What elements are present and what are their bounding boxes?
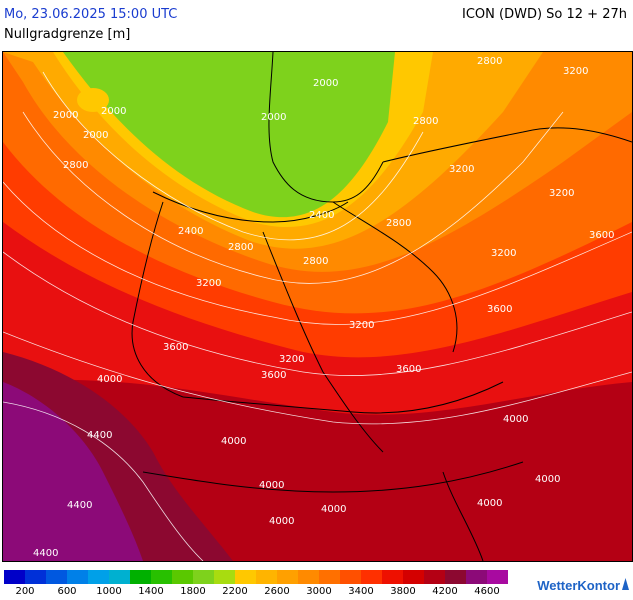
contour-label: 4400 — [67, 500, 92, 511]
scale-tick-label: 200 — [15, 586, 35, 597]
contour-label: 4000 — [97, 374, 122, 385]
scale-tick-label: 2600 — [264, 586, 290, 597]
contour-label: 3600 — [261, 370, 286, 381]
contour-label: 4000 — [503, 414, 528, 425]
contour-label: 2000 — [101, 106, 126, 117]
scale-swatch — [67, 570, 88, 584]
contour-label: 2400 — [178, 226, 203, 237]
scale-swatch — [298, 570, 319, 584]
map-canvas: 2000 2000 2000 2000 2000 2400 2400 2800 … — [3, 52, 632, 561]
model-run-label: ICON (DWD) So 12 + 27h — [462, 7, 627, 22]
contour-label: 2800 — [303, 256, 328, 267]
contour-label: 2000 — [53, 110, 78, 121]
contour-label: 2800 — [228, 242, 253, 253]
color-scale — [4, 570, 508, 584]
scale-swatch — [46, 570, 67, 584]
scale-swatch — [4, 570, 25, 584]
contour-label: 2000 — [83, 130, 108, 141]
contour-label: 2800 — [413, 116, 438, 127]
contour-label: 3600 — [396, 364, 421, 375]
scale-tick-label: 1400 — [138, 586, 164, 597]
scale-swatch — [235, 570, 256, 584]
contour-label: 3200 — [449, 164, 474, 175]
contour-label: 3600 — [589, 230, 614, 241]
contour-label: 4000 — [321, 504, 346, 515]
contour-label: 4400 — [33, 548, 58, 559]
scale-tick-label: 600 — [57, 586, 77, 597]
contour-label: 3200 — [196, 278, 221, 289]
scale-tick-label: 4200 — [432, 586, 458, 597]
scale-tick-label: 1000 — [96, 586, 122, 597]
scale-tick-label: 4600 — [474, 586, 500, 597]
contour-label: 4000 — [477, 498, 502, 509]
scale-tick-label: 3400 — [348, 586, 374, 597]
contour-label: 3200 — [549, 188, 574, 199]
brand-icon — [622, 578, 629, 590]
scale-swatch — [403, 570, 424, 584]
scale-tick-label: 1800 — [180, 586, 206, 597]
contour-label: 4000 — [269, 516, 294, 527]
scale-tick-label: 3800 — [390, 586, 416, 597]
contour-label: 3200 — [491, 248, 516, 259]
scale-swatch — [424, 570, 445, 584]
scale-swatch — [277, 570, 298, 584]
scale-swatch — [151, 570, 172, 584]
contour-label: 3600 — [163, 342, 188, 353]
color-scale-ticks: 200 600 1000 1400 1800 2200 2600 3000 3400 3800 42… — [0, 586, 633, 600]
contour-label: 2000 — [261, 112, 286, 123]
scale-swatch — [361, 570, 382, 584]
region-green — [63, 52, 395, 218]
scale-tick-label: 2200 — [222, 586, 248, 597]
contour-label: 3600 — [487, 304, 512, 315]
contour-label: 2800 — [63, 160, 88, 171]
scale-swatch — [109, 570, 130, 584]
scale-swatch — [193, 570, 214, 584]
scale-swatch — [382, 570, 403, 584]
brand-logo: WetterKontor — [537, 578, 629, 593]
scale-swatch — [25, 570, 46, 584]
forecast-datetime: Mo, 23.06.2025 15:00 UTC — [4, 7, 178, 22]
scale-swatch — [466, 570, 487, 584]
contour-label: 3200 — [349, 320, 374, 331]
contour-label: 2400 — [309, 210, 334, 221]
contour-label: 4000 — [535, 474, 560, 485]
scale-swatch — [445, 570, 466, 584]
freezing-level-map: 2000 2000 2000 2000 2000 2400 2400 2800 … — [2, 51, 633, 562]
scale-swatch — [256, 570, 277, 584]
region-yellow-patch — [77, 88, 109, 112]
contour-label: 2000 — [313, 78, 338, 89]
scale-swatch — [172, 570, 193, 584]
contour-label: 2800 — [477, 56, 502, 67]
contour-lines — [3, 71, 632, 561]
contour-label: 3200 — [279, 354, 304, 365]
scale-swatch — [340, 570, 361, 584]
contour-label: 4000 — [221, 436, 246, 447]
contour-label: 2800 — [386, 218, 411, 229]
parameter-title: Nullgradgrenze [m] — [4, 27, 131, 42]
brand-name: WetterKontor — [537, 578, 620, 593]
scale-swatch — [319, 570, 340, 584]
scale-swatch — [487, 570, 508, 584]
scale-swatch — [214, 570, 235, 584]
region-purple — [3, 382, 143, 561]
contour-label: 4400 — [87, 430, 112, 441]
borders — [131, 52, 632, 561]
contour-label: 3200 — [563, 66, 588, 77]
contour-label: 4000 — [259, 480, 284, 491]
scale-swatch — [130, 570, 151, 584]
contour-label-group: 2000 2000 2000 2000 2000 2400 2400 2800 … — [33, 56, 614, 559]
scale-swatch — [88, 570, 109, 584]
scale-tick-label: 3000 — [306, 586, 332, 597]
